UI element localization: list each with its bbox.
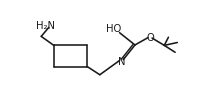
Text: O: O: [146, 33, 154, 43]
Text: N: N: [118, 57, 125, 67]
Text: H₂N: H₂N: [36, 21, 55, 31]
Text: HO: HO: [106, 24, 121, 34]
